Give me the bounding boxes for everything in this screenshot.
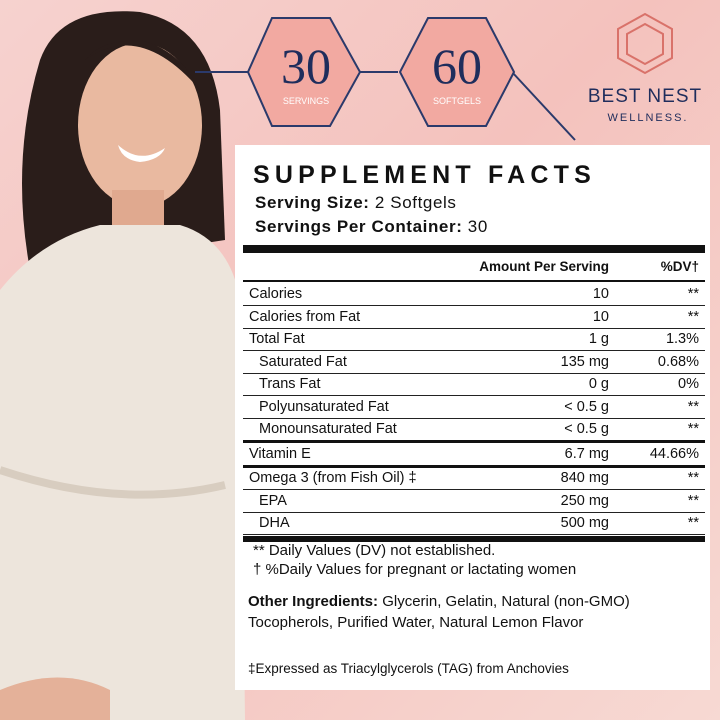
nutrient: EPA	[259, 492, 287, 509]
facts-row: DHA 500 mg **	[243, 512, 705, 535]
daily-value: **	[687, 286, 699, 302]
header: Amount Per Serving	[479, 259, 609, 274]
label: Other Ingredients:	[248, 593, 379, 610]
badge-number: 30	[281, 38, 331, 94]
badge-label: SERVINGS	[283, 96, 329, 106]
facts-row: Saturated Fat 135 mg 0.68%	[243, 351, 705, 374]
value: 30	[467, 217, 488, 236]
hand	[0, 677, 110, 720]
nutrient: Total Fat	[249, 331, 305, 347]
daily-value: 1.3%	[665, 331, 699, 347]
nutrient: Omega 3 (from Fish Oil) ‡	[249, 470, 417, 486]
amount: 1 g	[588, 331, 609, 347]
source-note: ‡Expressed as Triacylglycerols (TAG) fro…	[248, 661, 569, 676]
badge-number: 60	[432, 38, 482, 94]
hair-front	[85, 40, 200, 90]
badge-label: SOFTGELS	[433, 96, 481, 106]
amount: 250 mg	[560, 492, 609, 509]
brand-name: BEST NEST	[588, 86, 702, 107]
belt	[0, 466, 226, 499]
logo	[617, 12, 673, 75]
amount: 10	[592, 308, 609, 325]
daily-value: **	[687, 421, 699, 437]
badge-hex	[246, 17, 362, 127]
facts-row: Monounsaturated Fat < 0.5 g **	[243, 418, 705, 443]
badge-hex	[398, 17, 516, 127]
amount: < 0.5 g	[564, 398, 609, 415]
nutrient: Vitamin E	[249, 445, 311, 462]
facts-row: Polyunsaturated Fat < 0.5 g **	[243, 396, 705, 419]
facts-row: Calories 10 **	[243, 283, 705, 306]
facts-row: Vitamin E 6.7 mg 44.66%	[243, 443, 705, 468]
facts-row: EPA 250 mg **	[243, 490, 705, 513]
amount: 840 mg	[560, 470, 609, 486]
value: 2 Softgels	[374, 193, 457, 212]
smile	[118, 145, 165, 162]
blouse	[0, 225, 245, 720]
amount: 135 mg	[560, 353, 609, 370]
rule	[243, 535, 705, 542]
label: Serving Size:	[255, 193, 370, 212]
daily-value: **	[687, 398, 699, 415]
nutrient: Monounsaturated Fat	[259, 421, 397, 437]
ingredients: Glycerin, Gelatin, Natural (non-GMO) Toc…	[248, 593, 630, 631]
daily-value: **	[687, 515, 699, 531]
facts-row: Total Fat 1 g 1.3%	[243, 328, 705, 351]
facts-row: Omega 3 (from Fish Oil) ‡ 840 mg **	[243, 467, 705, 490]
nutrient: Calories	[249, 286, 303, 302]
nutrient: Calories from Fat	[249, 308, 361, 325]
facts-title: SUPPLEMENT FACTS	[253, 161, 596, 189]
amount: 10	[592, 286, 609, 302]
face	[78, 43, 202, 207]
facts-row: Trans Fat 0 g 0%	[243, 373, 705, 396]
nutrient: Trans Fat	[259, 376, 321, 392]
amount: 0 g	[588, 376, 609, 392]
daily-value: **	[687, 308, 699, 325]
daily-value: 0.68%	[657, 353, 699, 370]
daily-value: **	[687, 470, 699, 486]
daily-value: **	[687, 492, 699, 509]
header-row: Amount Per Serving %DV†	[243, 253, 705, 282]
footnote: † %Daily Values for pregnant or lactatin…	[253, 561, 577, 578]
nutrient: Saturated Fat	[259, 353, 347, 370]
amount: 500 mg	[560, 515, 609, 531]
footnote: ** Daily Values (DV) not established.	[253, 542, 496, 559]
other-ingredients: Other Ingredients: Glycerin, Gelatin, Na…	[248, 591, 688, 633]
servings: Servings Per Container: 30	[255, 217, 488, 237]
serving-size: Serving Size: 2 Softgels	[255, 193, 457, 213]
connector	[195, 71, 576, 141]
header: %DV†	[660, 259, 699, 274]
rule	[243, 245, 705, 253]
nutrient: DHA	[259, 515, 290, 531]
amount: 6.7 mg	[564, 445, 609, 462]
label: Servings Per Container:	[255, 217, 463, 236]
daily-value: 44.66%	[649, 445, 699, 462]
facts-row: Calories from Fat 10 **	[243, 306, 705, 329]
nutrient: Polyunsaturated Fat	[259, 398, 389, 415]
daily-value: 0%	[678, 376, 699, 392]
supplement-facts: SUPPLEMENT FACTS Serving Size: 2 Softgel…	[235, 145, 710, 690]
amount: < 0.5 g	[564, 421, 609, 437]
brand-tagline: WELLNESS.	[608, 112, 689, 124]
